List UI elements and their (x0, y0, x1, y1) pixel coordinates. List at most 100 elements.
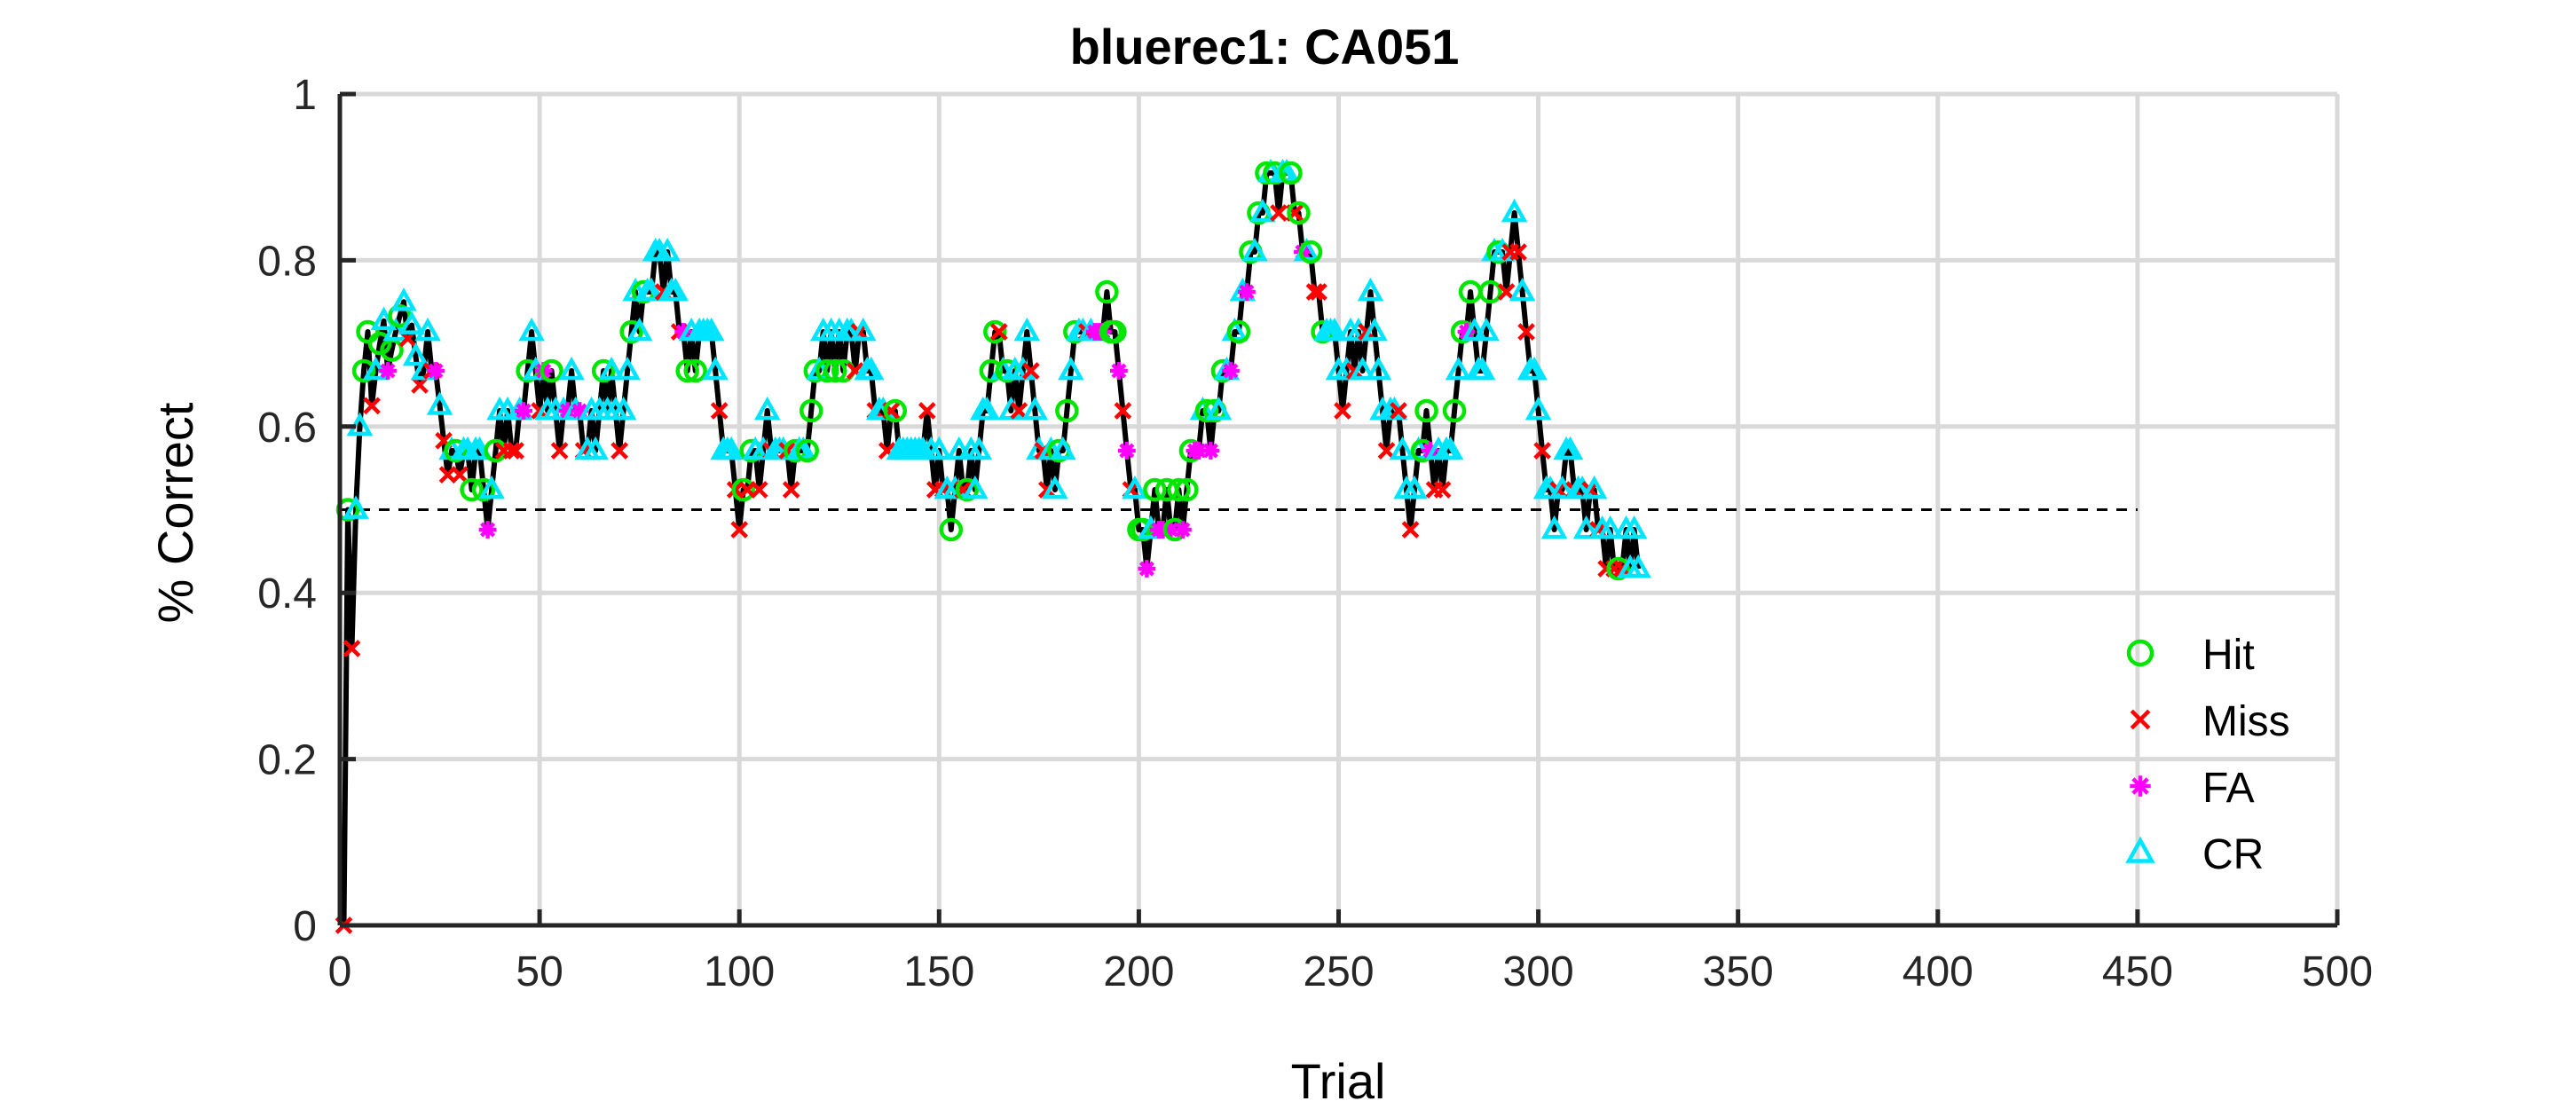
data-point-miss (1517, 323, 1535, 341)
legend-marker-hit (2126, 639, 2155, 667)
data-point-miss (989, 323, 1008, 341)
data-point-cr (718, 436, 745, 460)
data-point-hit (619, 319, 643, 344)
data-point-hit (591, 358, 616, 383)
data-point-miss (343, 640, 361, 657)
legend-label-miss: Miss (2202, 698, 2290, 745)
data-point-cr (1249, 198, 1276, 223)
data-point-hit (1194, 398, 1219, 423)
legend-label-cr: CR (2202, 831, 2264, 878)
data-point-hit (1055, 398, 1079, 423)
data-point-cr (702, 356, 729, 381)
data-point-cr (654, 237, 681, 262)
y-tick-label: 1 (293, 72, 317, 119)
data-point-hit (351, 358, 376, 383)
legend-marker-miss (2130, 709, 2151, 730)
y-tick-label: 0 (293, 903, 317, 950)
data-point-miss (502, 442, 521, 460)
data-point-cr (398, 311, 425, 334)
x-tick-label: 500 (2302, 948, 2373, 995)
data-markers (335, 158, 1651, 934)
data-point-cr (662, 277, 689, 302)
data-point-miss (550, 442, 569, 460)
data-point-cr (1321, 317, 1348, 342)
data-point-cr (610, 396, 637, 421)
tick-labels: 0 50 100 150 200 250 300 350 400 450 500 0 0.2 0.4 0.6… (257, 72, 2373, 995)
data-point-cr (926, 436, 953, 460)
data-point-miss (1114, 402, 1132, 420)
data-point-cr (1050, 436, 1076, 460)
data-point-hit (1167, 477, 1191, 502)
legend-marker-cr (2125, 836, 2155, 863)
y-tick-label: 0.8 (257, 238, 317, 285)
data-point-hit (939, 517, 964, 542)
data-point-cr (598, 356, 625, 381)
data-point-cr (1625, 554, 1651, 578)
data-point-hit (1226, 319, 1251, 344)
x-tick-label: 0 (328, 948, 352, 995)
data-point-cr (1013, 317, 1041, 342)
data-point-miss (611, 442, 628, 460)
data-point-cr (638, 277, 665, 302)
data-point-fa (1222, 362, 1240, 380)
data-point-hit (883, 398, 908, 423)
data-point-cr (1445, 356, 1472, 381)
data-point-cr (402, 342, 429, 366)
data-point-hit (1478, 279, 1502, 304)
data-point-cr (1042, 475, 1068, 499)
data-point-cr (1521, 356, 1548, 381)
data-point-miss (1270, 204, 1288, 222)
x-tick-label: 300 (1503, 948, 1574, 995)
data-point-hit (955, 477, 980, 502)
x-tick-label: 150 (903, 948, 974, 995)
data-point-cr (849, 317, 877, 342)
legend-marker-fa (2130, 775, 2151, 797)
data-point-miss (1433, 481, 1452, 499)
data-point-hit (1298, 240, 1323, 264)
x-tick-label: 50 (516, 948, 563, 995)
data-point-cr (1596, 515, 1624, 539)
data-point-fa (478, 521, 497, 539)
data-point-cr (1389, 436, 1416, 460)
data-point-fa (1109, 362, 1128, 380)
data-point-hit (979, 358, 1004, 383)
y-tick-label: 0.4 (257, 570, 317, 617)
data-point-cr (1357, 277, 1384, 302)
x-tick-label: 100 (704, 948, 775, 995)
data-point-cr (1365, 356, 1392, 381)
data-point-cr (753, 396, 781, 421)
data-point-miss (1497, 283, 1516, 301)
legend-label-fa: FA (2202, 765, 2255, 812)
data-point-hit (1287, 201, 1311, 225)
data-point-cr (1361, 317, 1388, 342)
data-point-fa (1190, 442, 1208, 460)
data-point-hit (799, 398, 823, 423)
data-point-miss (363, 397, 381, 415)
data-point-cr (582, 436, 609, 460)
data-point-cr (1572, 515, 1600, 539)
data-point-hit (1442, 398, 1467, 423)
data-point-hit (1103, 319, 1127, 344)
data-point-cr (414, 317, 441, 342)
data-point-cr (1501, 198, 1528, 223)
data-point-miss (730, 521, 749, 539)
data-point-cr (1556, 436, 1584, 460)
data-point-cr (518, 317, 545, 342)
legend-label-hit: Hit (2202, 632, 2255, 679)
axes (337, 91, 2340, 928)
x-tick-label: 450 (2102, 948, 2173, 995)
x-tick-label: 350 (1703, 948, 1774, 995)
data-point-hit (1263, 161, 1287, 185)
data-point-cr (614, 356, 641, 381)
data-point-hit (471, 477, 496, 502)
data-point-fa (571, 402, 589, 420)
data-point-cr (426, 391, 453, 415)
data-point-miss (1305, 283, 1324, 301)
data-point-hit (675, 358, 699, 383)
data-point-cr (1540, 515, 1568, 539)
data-point-cr (1620, 515, 1648, 539)
data-point-hit (823, 358, 847, 383)
data-point-cr (965, 436, 993, 460)
data-point-cr (1205, 396, 1233, 421)
data-point-cr (1349, 356, 1376, 381)
